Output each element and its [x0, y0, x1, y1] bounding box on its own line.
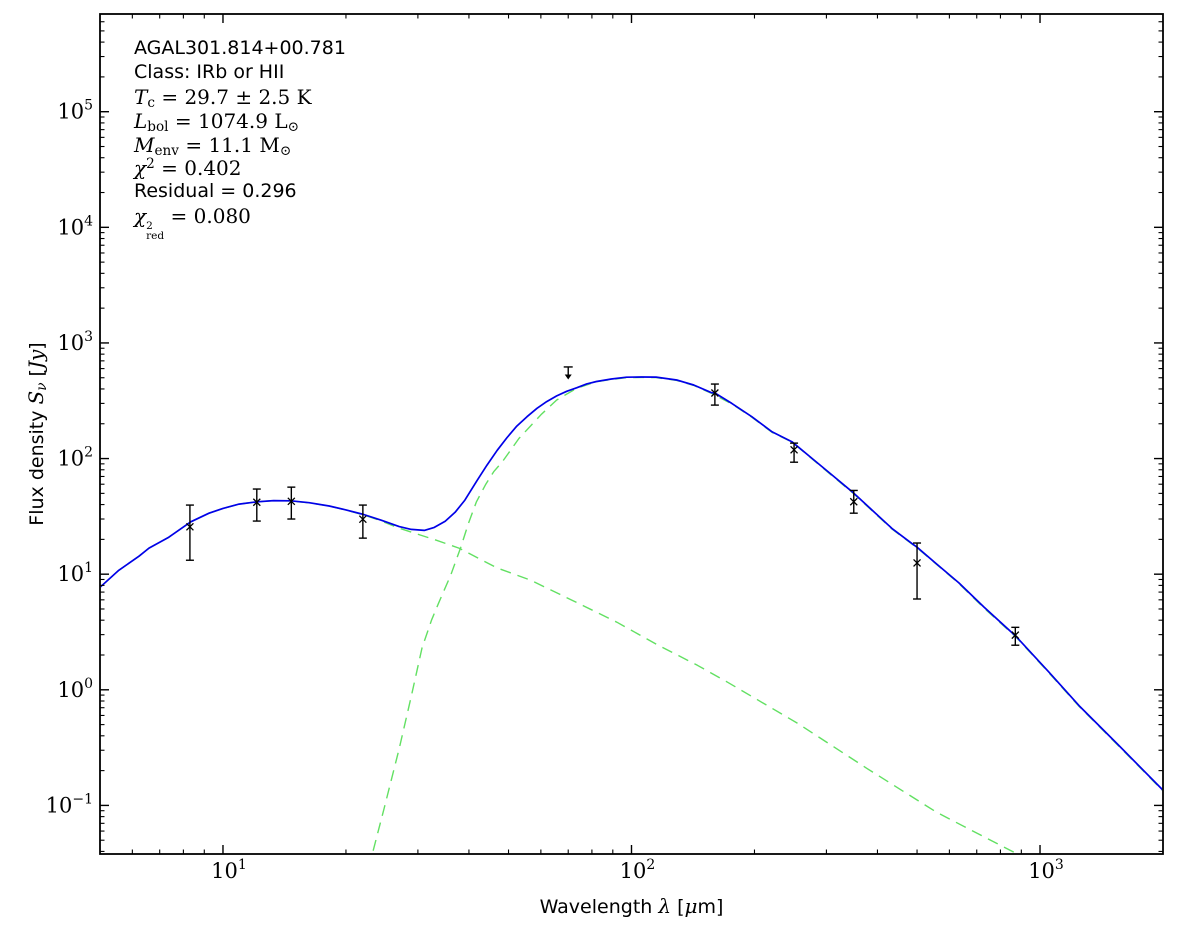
data-points	[185, 366, 1020, 646]
data-point-marker	[185, 522, 194, 531]
error-bar	[185, 504, 194, 561]
upper-limit-marker	[563, 366, 573, 380]
cold-component-curve	[371, 376, 1163, 854]
data-point-marker	[849, 497, 858, 506]
plot-frame	[99, 13, 1164, 855]
error-bar	[790, 442, 799, 463]
curves-group	[100, 376, 1163, 854]
x-tick-label: 103	[1028, 857, 1064, 883]
y-tick-label: 105	[57, 98, 93, 124]
y-tick-label: 103	[57, 329, 93, 355]
data-point-marker	[913, 559, 922, 567]
error-bar	[287, 486, 296, 520]
error-bar	[913, 542, 922, 600]
error-bar	[1011, 626, 1020, 646]
x-tick-label: 102	[620, 857, 656, 883]
data-point-marker	[790, 445, 799, 454]
model-total-curve	[100, 376, 1163, 791]
data-point-marker	[287, 497, 296, 506]
error-bar	[358, 504, 367, 539]
y-tick-label: 104	[57, 213, 93, 239]
warm-component-curve	[100, 499, 1018, 854]
error-bar	[252, 488, 261, 522]
axis-ticks	[100, 14, 1163, 854]
y-tick-label: 102	[57, 445, 93, 471]
data-point-marker	[710, 389, 719, 397]
y-tick-label: 100	[57, 676, 93, 702]
y-tick-label: 101	[57, 560, 93, 586]
data-point-marker	[1011, 631, 1020, 640]
x-tick-label: 101	[211, 857, 247, 883]
data-point-marker	[252, 498, 261, 507]
y-tick-label: 10−1	[46, 791, 93, 817]
data-point-marker	[358, 515, 367, 524]
error-bar	[710, 383, 719, 406]
